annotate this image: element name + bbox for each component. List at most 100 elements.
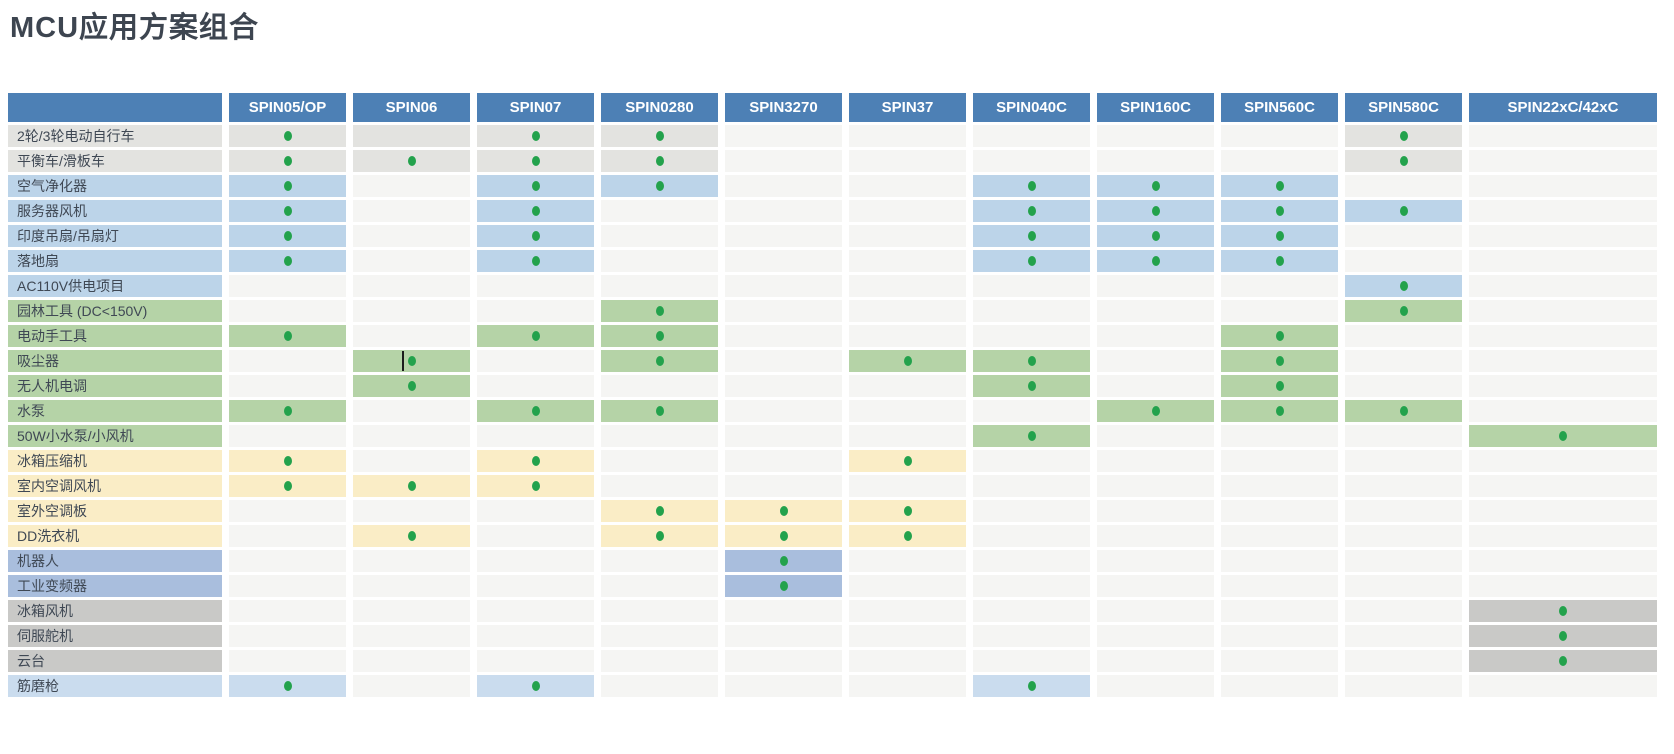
applicability-dot-icon [531, 156, 540, 166]
applicability-dot-icon [1151, 181, 1160, 191]
applicability-dot-icon [1027, 431, 1036, 441]
applicability-dot-icon [1275, 231, 1284, 241]
matrix-cell [849, 425, 966, 447]
matrix-cell [1469, 450, 1657, 472]
matrix-cell [725, 450, 842, 472]
matrix-cell [353, 225, 470, 247]
matrix-cell [601, 200, 718, 222]
matrix-cell [1097, 600, 1214, 622]
matrix-cell [1469, 250, 1657, 272]
matrix-cell [601, 500, 718, 522]
matrix-cell [1097, 300, 1214, 322]
applicability-dot-icon [655, 406, 664, 416]
row-label: 云台 [8, 650, 222, 672]
matrix-cell [353, 625, 470, 647]
matrix-cell [1221, 675, 1338, 697]
matrix-cell [1345, 475, 1462, 497]
row-label: 落地扇 [8, 250, 222, 272]
matrix-cell [1097, 225, 1214, 247]
matrix-cell [601, 550, 718, 572]
applicability-dot-icon [1151, 406, 1160, 416]
matrix-cell [1345, 450, 1462, 472]
column-header: SPIN06 [353, 93, 470, 122]
matrix-cell [353, 425, 470, 447]
matrix-cell [1469, 300, 1657, 322]
matrix-cell [229, 325, 346, 347]
applicability-dot-icon [779, 556, 788, 566]
applicability-dot-icon [1275, 331, 1284, 341]
matrix-cell [973, 550, 1090, 572]
row-label: 工业变频器 [8, 575, 222, 597]
matrix-cell [229, 525, 346, 547]
applicability-dot-icon [1399, 406, 1408, 416]
matrix-cell [973, 325, 1090, 347]
applicability-dot-icon [1399, 306, 1408, 316]
matrix-cell [1345, 150, 1462, 172]
matrix-cell [353, 500, 470, 522]
matrix-cell [1345, 425, 1462, 447]
matrix-cell [1221, 650, 1338, 672]
mcu-application-matrix-table: SPIN05/OP SPIN06 SPIN07 SPIN0280 SPIN3270 SPI… [8, 93, 1657, 697]
matrix-cell [477, 300, 594, 322]
row-label: 50W小水泵/小风机 [8, 425, 222, 447]
matrix-cell [353, 475, 470, 497]
matrix-cell [229, 275, 346, 297]
matrix-cell [849, 175, 966, 197]
matrix-cell [1469, 400, 1657, 422]
matrix-cell [229, 250, 346, 272]
applicability-dot-icon [531, 331, 540, 341]
applicability-dot-icon [903, 506, 912, 516]
matrix-cell [725, 350, 842, 372]
matrix-cell [1345, 550, 1462, 572]
matrix-cell [1345, 350, 1462, 372]
matrix-cell [725, 250, 842, 272]
applicability-dot-icon [1151, 231, 1160, 241]
column-header: SPIN560C [1221, 93, 1338, 122]
matrix-cell [1221, 600, 1338, 622]
column-header: SPIN3270 [725, 93, 842, 122]
matrix-cell [477, 450, 594, 472]
applicability-dot-icon [283, 156, 292, 166]
matrix-cell [1221, 125, 1338, 147]
matrix-cell [1345, 125, 1462, 147]
row-label: 平衡车/滑板车 [8, 150, 222, 172]
matrix-cell [1221, 175, 1338, 197]
matrix-cell [849, 525, 966, 547]
matrix-cell [477, 475, 594, 497]
matrix-cell [1097, 450, 1214, 472]
column-header: SPIN37 [849, 93, 966, 122]
matrix-cell [477, 325, 594, 347]
matrix-cell [725, 200, 842, 222]
matrix-cell [229, 400, 346, 422]
applicability-dot-icon [903, 456, 912, 466]
matrix-cell [601, 600, 718, 622]
matrix-cell [1345, 250, 1462, 272]
matrix-cell [973, 575, 1090, 597]
row-label: 筋磨枪 [8, 675, 222, 697]
matrix-cell [1097, 125, 1214, 147]
matrix-cell [1221, 375, 1338, 397]
matrix-cell [601, 625, 718, 647]
applicability-dot-icon [655, 506, 664, 516]
matrix-cell [601, 525, 718, 547]
matrix-cell [849, 325, 966, 347]
column-header: SPIN0280 [601, 93, 718, 122]
applicability-dot-icon [283, 231, 292, 241]
matrix-cell [973, 525, 1090, 547]
applicability-dot-icon [531, 406, 540, 416]
matrix-cell [1097, 250, 1214, 272]
matrix-cell [1345, 575, 1462, 597]
applicability-dot-icon [903, 356, 912, 366]
matrix-cell [229, 450, 346, 472]
matrix-cell [849, 500, 966, 522]
applicability-dot-icon [283, 256, 292, 266]
matrix-cell [725, 175, 842, 197]
matrix-cell [1469, 325, 1657, 347]
matrix-cell [1469, 575, 1657, 597]
matrix-cell [1469, 225, 1657, 247]
matrix-cell [353, 600, 470, 622]
matrix-cell [973, 675, 1090, 697]
applicability-dot-icon [283, 206, 292, 216]
matrix-cell [849, 375, 966, 397]
matrix-cell [477, 625, 594, 647]
